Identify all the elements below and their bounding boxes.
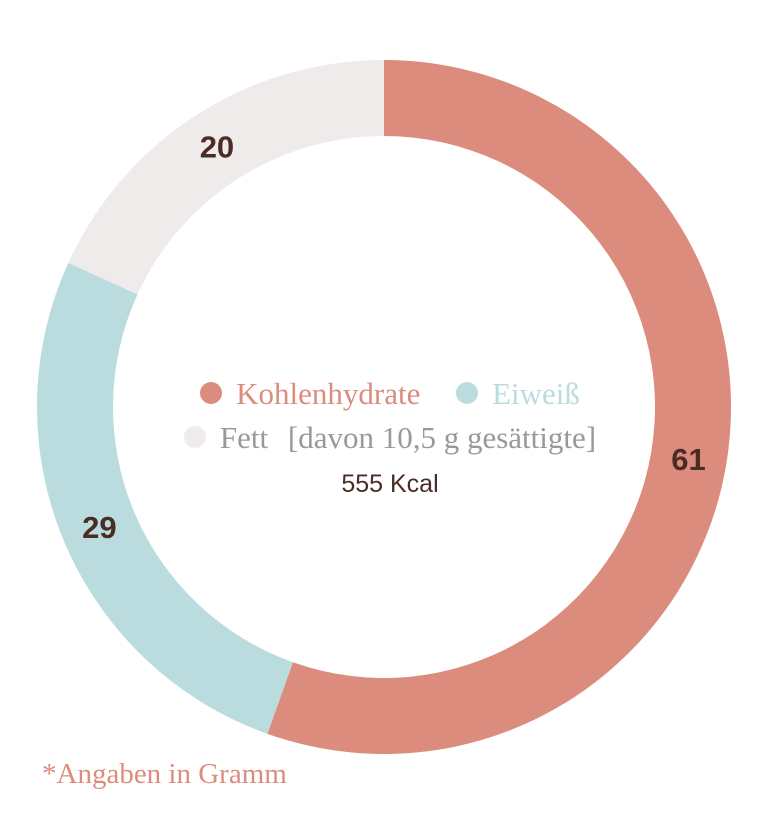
slice-fett[interactable] <box>68 60 384 295</box>
slice-value-fett: 20 <box>200 130 234 165</box>
slice-eiweiss[interactable] <box>36 262 293 734</box>
legend: Kohlenhydrate Eiweiß Fett [davon 10,5 g … <box>100 372 680 460</box>
legend-dot-eiweiss <box>456 382 479 404</box>
legend-label-fett: Fett <box>219 420 269 455</box>
legend-dot-fett <box>183 426 206 448</box>
slice-value-eiweiss: 29 <box>82 510 116 545</box>
slice-kohlenhydrate[interactable] <box>267 60 732 754</box>
legend-item-kohlenhydrate[interactable]: Kohlenhydrate <box>200 372 420 416</box>
legend-item-eiweiss[interactable]: Eiweiß <box>456 372 580 416</box>
legend-suffix-fett: [davon 10,5 g gesättigte] <box>287 420 597 455</box>
footnote: *Angaben in Gramm <box>42 758 287 790</box>
legend-label-kohlenhydrate: Kohlenhydrate <box>236 376 421 411</box>
legend-dot-kohlenhydrate <box>200 382 223 404</box>
slice-value-kohlenhydrate: 61 <box>671 442 705 477</box>
legend-item-fett[interactable]: Fett [davon 10,5 g gesättigte] <box>183 416 597 460</box>
slice-labels: 61 29 20 <box>82 130 706 545</box>
donut-slices <box>36 60 732 754</box>
legend-label-eiweiss: Eiweiß <box>492 376 580 411</box>
center-calories: 555 Kcal <box>341 470 439 498</box>
